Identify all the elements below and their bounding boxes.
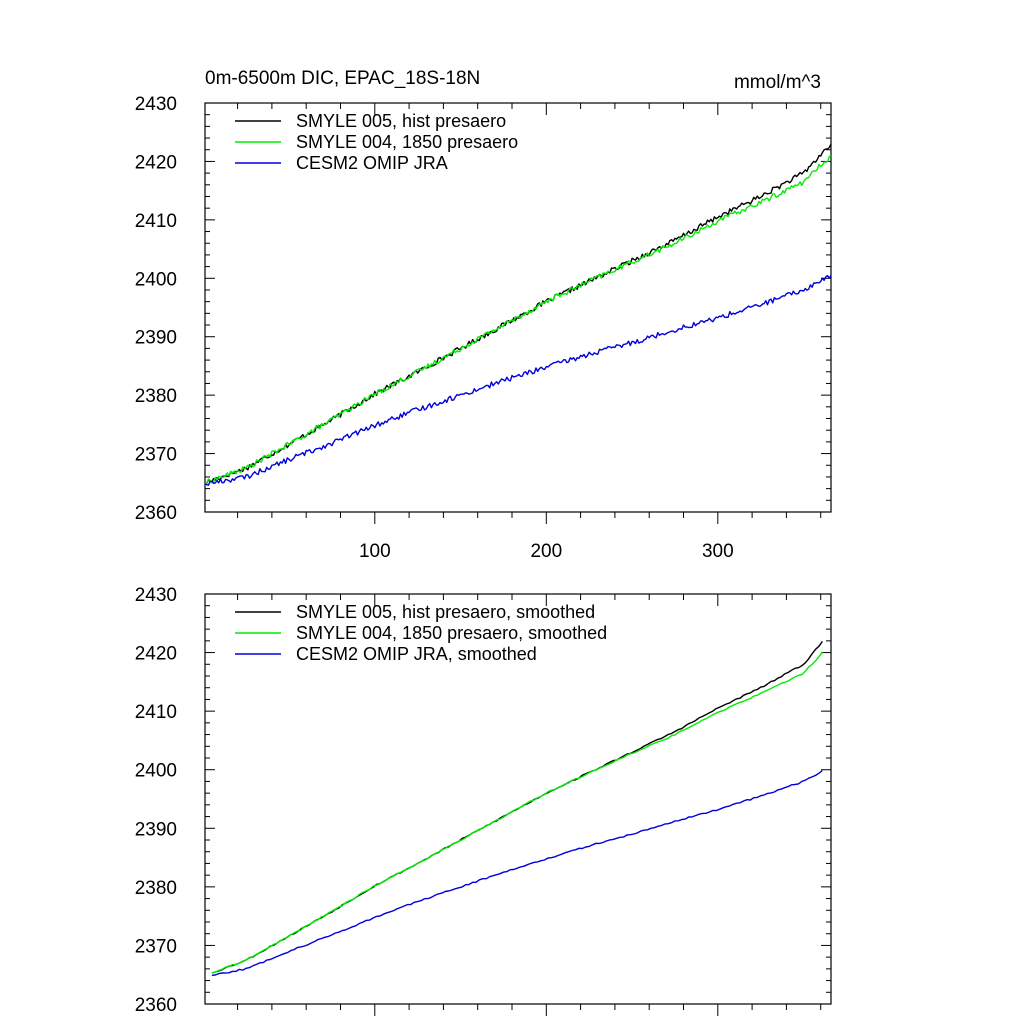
series-line-1 [204, 143, 832, 485]
series-line-2 [211, 651, 823, 974]
x-tick-label: 100 [359, 541, 391, 562]
legend-label: CESM2 OMIP JRA [296, 153, 448, 173]
y-tick-label: 2370 [135, 445, 177, 466]
y-tick-label: 2380 [135, 878, 177, 899]
y-tick-label: 2410 [135, 702, 177, 723]
x-tick-label: 200 [530, 541, 562, 562]
y-tick-label: 2430 [135, 94, 177, 115]
legend-label: SMYLE 005, hist presaero [296, 111, 506, 131]
legend-label: SMYLE 004, 1850 presaero [296, 132, 518, 152]
y-tick-label: 2390 [135, 328, 177, 349]
plot-frame [204, 593, 832, 1005]
series-line-1 [211, 640, 823, 974]
legend-label: CESM2 OMIP JRA, smoothed [296, 644, 537, 664]
y-tick-label: 2400 [135, 761, 177, 782]
y-tick-label: 2380 [135, 386, 177, 407]
y-tick-label: 2430 [135, 585, 177, 606]
y-tick-label: 2400 [135, 269, 177, 290]
series-line-2 [204, 154, 832, 484]
plot-frame [204, 102, 832, 513]
chart-panel-top: 2360 2370 2380 2390 2400 2410 2420 2430 100 200 30… [135, 68, 832, 562]
chart-title: 0m-6500m DIC, EPAC_18S-18N [205, 68, 480, 89]
y-tick-label: 2420 [135, 152, 177, 173]
y-tick-label: 2390 [135, 819, 177, 840]
x-tick-label: 300 [702, 541, 734, 562]
y-tick-label: 2420 [135, 644, 177, 665]
chart-panel-bottom: 2360 2370 2380 2390 2400 2410 2420 2430 SMYLE 00… [135, 585, 832, 1016]
units-label: mmol/m^3 [734, 72, 821, 93]
y-tick-label: 2360 [135, 503, 177, 524]
legend-label: SMYLE 005, hist presaero, smoothed [296, 602, 595, 622]
y-tick-label: 2370 [135, 936, 177, 957]
legend-label: SMYLE 004, 1850 presaero, smoothed [296, 623, 607, 643]
y-tick-label: 2410 [135, 211, 177, 232]
series-line-3 [211, 769, 823, 976]
series-line-3 [204, 275, 832, 486]
y-tick-label: 2360 [135, 995, 177, 1016]
